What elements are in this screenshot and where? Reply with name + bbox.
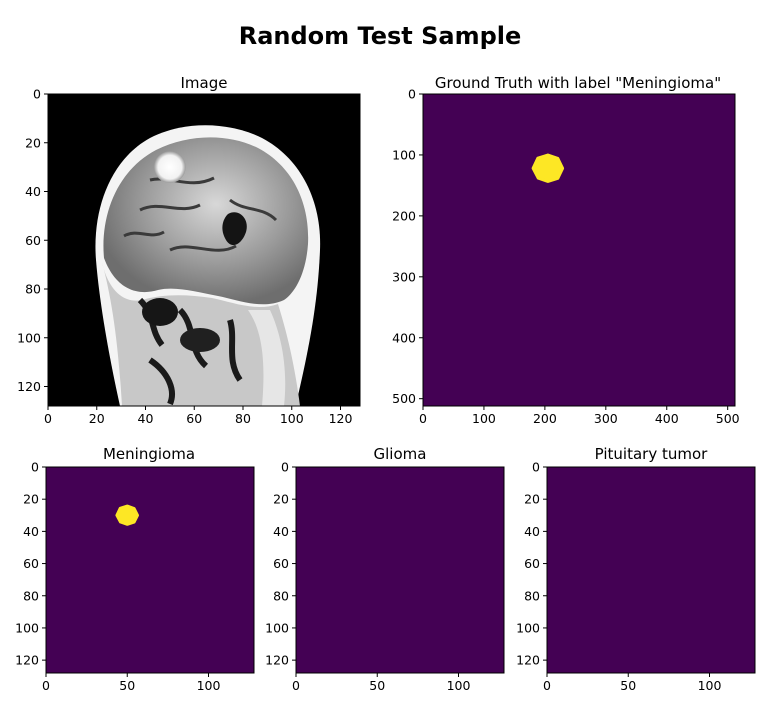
x-tick-label: 40 (138, 411, 154, 426)
y-tick-label: 100 (15, 620, 39, 635)
x-tick-label: 500 (716, 411, 740, 426)
axes-frame (47, 93, 361, 407)
y-tick-label: 300 (392, 269, 416, 284)
x-tick-label: 80 (235, 411, 251, 426)
x-tick-label: 20 (89, 411, 105, 426)
y-tick-label: 40 (273, 524, 289, 539)
x-tick-label: 300 (594, 411, 618, 426)
y-tick-label: 80 (273, 588, 289, 603)
subplot-title: Glioma (374, 445, 427, 463)
y-tick-label: 400 (392, 330, 416, 345)
y-tick-label: 40 (524, 524, 540, 539)
y-tick-label: 20 (23, 492, 39, 507)
x-tick-label: 200 (533, 411, 557, 426)
subplot-glioma: Glioma 0 50 100 0 20 40 60 80 100 120 (265, 445, 505, 694)
subplot-title: Ground Truth with label "Meningioma" (435, 74, 721, 92)
axes-frame (546, 466, 756, 674)
y-tick-label: 100 (392, 147, 416, 162)
x-tick-label: 0 (44, 411, 52, 426)
y-tick-label: 0 (33, 87, 41, 102)
y-tick-label: 40 (23, 524, 39, 539)
spine-region (248, 310, 286, 406)
axes-frame (422, 93, 736, 407)
x-tick-label: 0 (543, 678, 551, 693)
x-tick-label: 60 (186, 411, 202, 426)
x-tick-label: 120 (329, 411, 353, 426)
subplot-title: Meningioma (103, 445, 195, 463)
x-tick-label: 0 (419, 411, 427, 426)
y-tick-label: 200 (392, 208, 416, 223)
y-tick-label: 80 (524, 588, 540, 603)
y-tick-label: 100 (516, 620, 540, 635)
x-tick-label: 100 (447, 678, 471, 693)
x-tick-label: 400 (655, 411, 679, 426)
axis-ticks: 0 50 100 0 20 40 60 80 100 120 (265, 460, 470, 694)
y-tick-label: 60 (273, 556, 289, 571)
x-tick-label: 100 (698, 678, 722, 693)
y-tick-label: 60 (23, 556, 39, 571)
subplot-ground-truth: Ground Truth with label "Meningioma" 0 10… (392, 74, 740, 426)
x-tick-label: 50 (620, 678, 636, 693)
oral-dark (180, 328, 220, 352)
y-tick-label: 120 (516, 653, 540, 668)
y-tick-label: 100 (17, 330, 41, 345)
subplot-image: Image 0 20 40 60 80 100 120 0 20 40 60 80 100 120 (17, 74, 361, 427)
x-tick-label: 50 (369, 678, 385, 693)
x-tick-label: 100 (280, 411, 304, 426)
y-tick-label: 100 (265, 620, 289, 635)
subplot-pituitary-tumor: Pituitary tumor 0 50 100 0 20 40 60 80 100 120 (516, 445, 756, 694)
tumor-mask-blob (531, 153, 565, 183)
x-tick-label: 100 (197, 678, 221, 693)
y-tick-label: 0 (532, 460, 540, 475)
y-tick-label: 80 (23, 588, 39, 603)
x-tick-label: 50 (119, 678, 135, 693)
y-tick-label: 20 (273, 492, 289, 507)
y-tick-label: 120 (17, 379, 41, 394)
y-tick-label: 0 (408, 87, 416, 102)
brain-texture (123, 176, 278, 252)
axis-ticks: 0 20 40 60 80 100 120 0 20 40 60 80 100 120 (17, 87, 352, 427)
x-tick-label: 0 (42, 678, 50, 693)
subplot-meningioma: Meningioma 0 50 100 0 20 40 60 80 100 120 (15, 445, 255, 694)
ventricle (222, 212, 247, 246)
mri-scan (95, 125, 321, 406)
x-tick-label: 100 (472, 411, 496, 426)
tumor-spot (154, 151, 186, 183)
subplot-title: Image (181, 74, 228, 92)
axis-ticks: 0 50 100 0 20 40 60 80 100 120 (15, 460, 220, 694)
sinus-dark (142, 298, 178, 326)
mask-background (423, 94, 735, 406)
y-tick-label: 0 (281, 460, 289, 475)
y-tick-label: 40 (25, 184, 41, 199)
x-tick-label: 0 (292, 678, 300, 693)
y-tick-label: 120 (15, 653, 39, 668)
y-tick-label: 20 (25, 135, 41, 150)
y-tick-label: 80 (25, 282, 41, 297)
y-tick-label: 60 (25, 233, 41, 248)
mask-background (46, 467, 254, 673)
axes-frame (45, 466, 255, 674)
axes-frame (295, 466, 505, 674)
mask-background (296, 467, 504, 673)
mask-background (547, 467, 755, 673)
y-tick-label: 60 (524, 556, 540, 571)
y-tick-label: 20 (524, 492, 540, 507)
figure-title: Random Test Sample (239, 22, 522, 50)
y-tick-label: 500 (392, 391, 416, 406)
y-tick-label: 120 (265, 653, 289, 668)
subplot-title: Pituitary tumor (595, 445, 709, 463)
y-tick-label: 0 (31, 460, 39, 475)
axis-ticks: 0 50 100 0 20 40 60 80 100 120 (516, 460, 721, 694)
meningioma-mask-blob (115, 504, 139, 526)
